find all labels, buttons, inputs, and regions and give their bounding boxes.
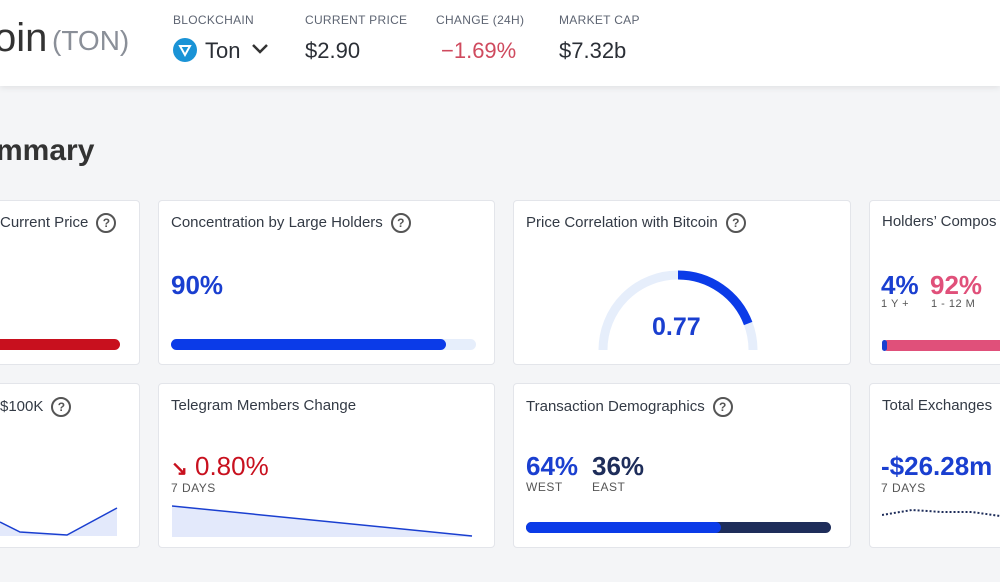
bar-fill	[171, 339, 446, 350]
card-title: Transaction Demographics?	[526, 397, 733, 417]
value-text: 0.80%	[195, 451, 269, 481]
card-title: Price Correlation with Bitcoin?	[526, 213, 746, 233]
value: ↘ 0.80%	[171, 451, 269, 481]
title: Concentration by Large Holders	[171, 213, 383, 231]
help-icon[interactable]: ?	[712, 397, 733, 417]
card	[158, 200, 495, 365]
value: 90%	[171, 270, 224, 300]
value: 4%	[881, 270, 919, 300]
sparkline	[0, 507, 118, 536]
title: Current Price	[0, 213, 89, 231]
section-title: mmary	[0, 134, 95, 167]
stat-label: CURRENT PRICE	[305, 13, 408, 27]
card-title: Current Price?	[0, 213, 117, 233]
card-title: Concentration by Large Holders?	[171, 213, 411, 233]
label: EAST	[592, 480, 626, 494]
value: 92%	[930, 270, 983, 300]
blockchain-select[interactable]: Ton	[205, 38, 241, 63]
gauge-arc	[677, 270, 753, 326]
stat-value: $7.32b	[559, 38, 627, 63]
note: 7 DAYS	[881, 481, 926, 495]
card	[869, 200, 1000, 365]
title: Price Correlation with Bitcoin	[526, 213, 718, 231]
bar-track	[171, 339, 476, 350]
card-title: $100K?	[0, 397, 72, 417]
label: WEST	[526, 480, 563, 494]
value: 64%	[526, 451, 579, 481]
card-title: Holders’ Compos	[882, 213, 997, 230]
card	[513, 383, 851, 548]
bar	[882, 340, 1000, 351]
value: 36%	[592, 451, 645, 481]
sparkline	[172, 505, 473, 537]
stat-label: BLOCKCHAIN	[173, 13, 255, 27]
bar	[0, 339, 120, 350]
label: 1 Y +	[881, 298, 910, 310]
card-title: Total Exchanges	[882, 397, 993, 414]
help-icon[interactable]: ?	[96, 213, 117, 233]
ticker: (TON)	[52, 25, 130, 56]
header	[0, 0, 1000, 86]
title: $100K	[0, 397, 44, 415]
card	[0, 200, 140, 365]
help-icon[interactable]: ?	[725, 213, 746, 233]
stat-label: CHANGE (24H)	[436, 13, 525, 27]
value: 0.77	[652, 313, 701, 341]
note: 7 DAYS	[171, 481, 216, 495]
value: -$26.28m	[881, 451, 993, 481]
title: Transaction Demographics	[526, 397, 705, 415]
stat-value: $2.90	[305, 38, 361, 63]
card	[513, 200, 851, 365]
gauge	[598, 270, 758, 351]
stat-label: MARKET CAP	[559, 13, 640, 27]
bar-fill	[526, 522, 722, 533]
stat-value: −1.69%	[441, 38, 517, 63]
card	[869, 383, 1000, 548]
coin-name: oin	[0, 16, 48, 60]
bar	[526, 522, 831, 533]
chevron[interactable]	[251, 42, 269, 56]
card-title: Telegram Members Change	[171, 397, 357, 414]
help-icon[interactable]: ?	[51, 397, 72, 417]
sparkline	[882, 508, 1000, 517]
bar-fill	[882, 340, 888, 351]
help-icon[interactable]: ?	[390, 213, 411, 233]
ton-icon	[173, 38, 197, 62]
label: 1 - 12 M	[931, 298, 976, 310]
